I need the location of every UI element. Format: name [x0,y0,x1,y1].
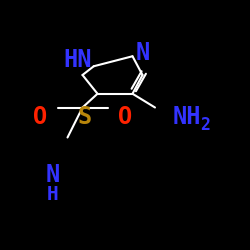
Text: N: N [136,40,149,64]
Text: HN: HN [63,48,92,72]
Text: O: O [33,106,47,130]
Text: NH: NH [172,106,201,130]
Text: S: S [78,106,92,130]
Text: O: O [118,106,132,130]
Text: H: H [46,186,58,204]
Text: N: N [46,163,60,187]
Text: 2: 2 [200,116,210,134]
